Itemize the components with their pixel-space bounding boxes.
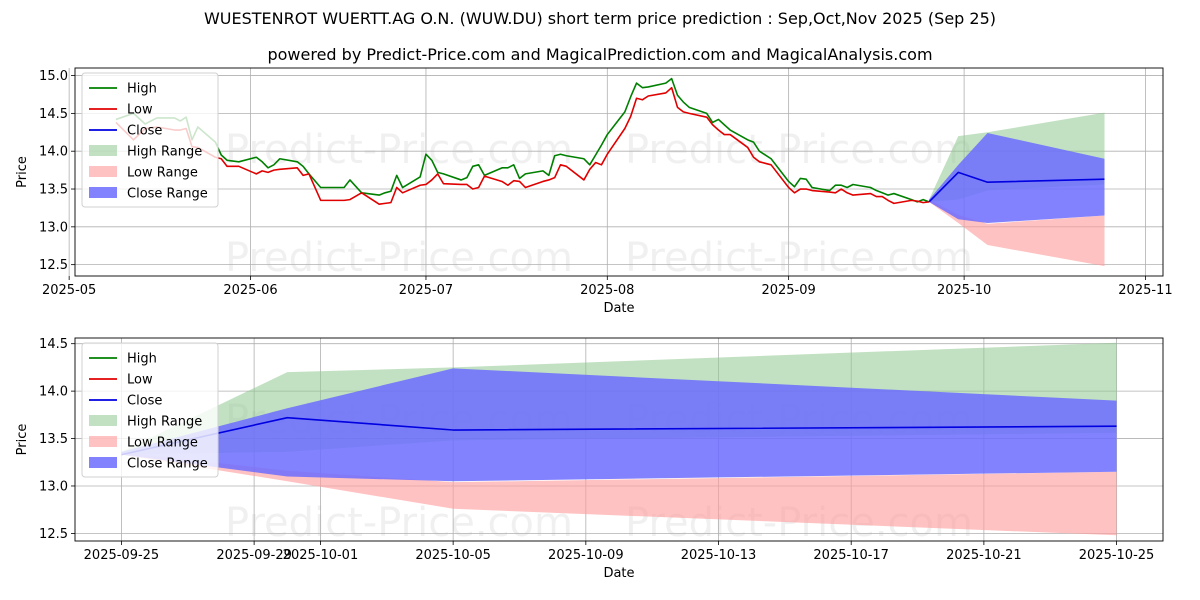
legend-label-close-range: Close Range [127, 457, 208, 472]
legend-label-low-range: Low Range [127, 166, 198, 181]
legend-swatch-close-range [89, 187, 117, 198]
legend-swatch-high-range [89, 415, 117, 426]
y-tick-label: 14.0 [39, 145, 68, 160]
x-tick-label: 2025-07 [399, 283, 453, 298]
chart-1: Predict-Price.com Predict-Price.com Predic… [15, 67, 1173, 316]
y-tick-label: 14.5 [39, 107, 68, 122]
plot-frame [74, 337, 1164, 542]
x-tick-label: 2025-10-05 [415, 548, 491, 563]
close-range-band [121, 368, 1117, 482]
legend-label-high: High [127, 352, 157, 367]
watermark-text: Predict-Price.com [225, 235, 573, 281]
y-tick-label: 14.5 [39, 337, 68, 352]
plot-area [115, 77, 1105, 267]
plot-area [121, 342, 1117, 536]
y-tick-label: 15.0 [39, 69, 68, 84]
legend-label-high-range: High Range [127, 145, 202, 160]
legend-label-low: Low [127, 103, 153, 118]
y-axis-label: Price [15, 424, 30, 456]
y-axis-label: Price [15, 156, 30, 188]
x-tick-label: 2025-10-25 [1079, 548, 1155, 563]
watermark-text: Predict-Price.com [625, 127, 973, 173]
watermark-text: Predict-Price.com [225, 127, 573, 173]
y-tick-label: 13.0 [39, 220, 68, 235]
legend-label-close-range: Close Range [127, 187, 208, 202]
legend-swatch-high-range [89, 145, 117, 156]
y-tick-label: 13.5 [39, 183, 68, 198]
chart-title: WUESTENROT WUERTT.AG O.N. (WUW.DU) short… [203, 9, 996, 28]
legend-swatch-close-range [89, 457, 117, 468]
low-line [115, 86, 930, 205]
y-tick-label: 12.5 [39, 258, 68, 273]
legend-label-low: Low [127, 373, 153, 388]
y-tick-label: 14.0 [39, 385, 68, 400]
x-tick-label: 2025-10-09 [548, 548, 624, 563]
legend-label-low-range: Low Range [127, 436, 198, 451]
chart-subtitle: powered by Predict-Price.com and Magical… [267, 45, 933, 64]
x-tick-label: 2025-09-29 [216, 548, 292, 563]
close-range-band [929, 133, 1105, 224]
x-tick-label: 2025-09-25 [84, 548, 160, 563]
legend-swatch-low-range [89, 166, 117, 177]
x-tick-label: 2025-10-17 [813, 548, 889, 563]
x-tick-label: 2025-05 [42, 283, 96, 298]
y-tick-label: 13.0 [39, 479, 68, 494]
close-line [928, 171, 1105, 203]
y-tick-label: 12.5 [39, 527, 68, 542]
legend-swatch-low-range [89, 436, 117, 447]
chart-2: Predict-Price.comPredict-Price.comPredic… [15, 337, 1164, 581]
x-tick-label: 2025-08 [580, 283, 634, 298]
legend-label-high-range: High Range [127, 415, 202, 430]
legend: High Low Close High Range Low Range Close Ran… [81, 342, 219, 478]
low-range-band [929, 199, 1105, 267]
watermark-text: Predict-Price.com [625, 235, 973, 281]
x-tick-label: 2025-09 [761, 283, 815, 298]
y-tick-label: 13.5 [39, 432, 68, 447]
legend-label-high: High [127, 82, 157, 97]
x-tick-label: 2025-10 [937, 283, 991, 298]
x-tick-label: 2025-10-13 [681, 548, 757, 563]
legend-label-close: Close [127, 124, 162, 139]
x-tick-label: 2025-10-21 [946, 548, 1022, 563]
x-tick-label: 2025-10-01 [283, 548, 359, 563]
x-axis-label: Date [603, 566, 634, 581]
legend: High Low Close High Range Low Range Close Ran… [81, 72, 219, 208]
plot-frame [74, 67, 1164, 277]
x-tick-label: 2025-11 [1118, 283, 1172, 298]
high-line [115, 77, 930, 203]
legend-label-close: Close [127, 394, 162, 409]
low-range-band [121, 451, 1117, 536]
x-axis-label: Date [603, 301, 634, 316]
x-tick-label: 2025-06 [223, 283, 277, 298]
